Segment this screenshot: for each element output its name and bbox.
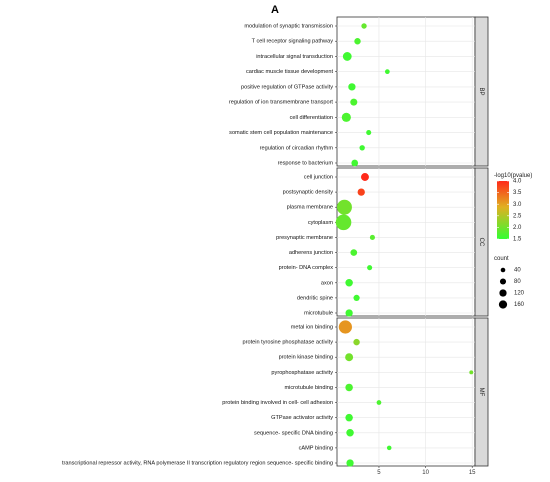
- y-tick-label: metal ion binding: [291, 324, 333, 330]
- y-tick-label: sequence- specific DNA binding: [254, 430, 333, 436]
- y-tick-label: postsynaptic density: [283, 190, 334, 196]
- color-legend-label: 3.0: [513, 202, 522, 208]
- data-point: [366, 130, 372, 136]
- data-point: [354, 37, 361, 45]
- size-legend-label: 160: [514, 302, 525, 308]
- color-legend-label: 2.5: [513, 213, 522, 219]
- y-tick-label: presynaptic membrane: [276, 235, 333, 241]
- color-legend-label: 4.0: [513, 179, 522, 185]
- color-legend-label: 2.0: [513, 225, 522, 231]
- data-point: [353, 294, 360, 301]
- data-point: [341, 112, 351, 122]
- color-legend-label: 3.5: [513, 190, 522, 196]
- y-tick-label: protein tyrosine phosphatase activity: [243, 340, 334, 346]
- y-tick-label: axon: [321, 280, 333, 286]
- data-point: [386, 445, 392, 451]
- data-point: [346, 459, 354, 467]
- data-point: [345, 279, 353, 287]
- data-point: [345, 353, 354, 362]
- facet-label: BP: [478, 87, 484, 95]
- data-point: [367, 265, 373, 271]
- facet-label: MF: [478, 388, 484, 397]
- panel-label: A: [271, 4, 279, 16]
- y-tick-label: regulation of ion transmembrane transpor…: [229, 100, 334, 106]
- y-tick-label: transcriptional repressor activity, RNA …: [62, 460, 333, 466]
- size-legend-label: 120: [514, 291, 525, 297]
- data-point: [469, 370, 474, 375]
- y-tick-label: regulation of circadian rhythm: [260, 145, 334, 151]
- y-tick-label: somatic stem cell population maintenance: [229, 130, 333, 136]
- y-tick-label: cytoplasm: [308, 220, 334, 226]
- y-tick-label: T cell receptor signaling pathway: [252, 39, 334, 45]
- data-point: [361, 23, 367, 29]
- data-point: [376, 400, 382, 405]
- size-legend-dot: [499, 289, 507, 297]
- data-point: [338, 320, 352, 334]
- data-point: [346, 429, 354, 437]
- data-point: [384, 69, 390, 75]
- y-tick-label: dendritic spine: [297, 295, 333, 301]
- size-legend-title: count: [494, 256, 509, 262]
- y-tick-label: cell differentiation: [290, 115, 333, 121]
- size-legend-dot: [500, 267, 506, 273]
- facet-strip: [474, 16, 489, 167]
- color-legend-label: 1.5: [513, 237, 522, 243]
- size-legend-dot: [499, 278, 507, 285]
- y-tick-label: modulation of synaptic transmission: [244, 23, 333, 29]
- data-point: [369, 234, 375, 240]
- facet-label: CC: [478, 238, 484, 247]
- data-point: [335, 214, 352, 231]
- y-tick-label: cell junction: [304, 174, 333, 180]
- y-tick-label: GTPase activator activity: [271, 415, 333, 421]
- data-point: [350, 249, 358, 256]
- data-point: [350, 98, 358, 106]
- y-tick-label: pyrophosphatase activity: [271, 370, 333, 376]
- size-legend-label: 80: [514, 279, 521, 285]
- y-tick-label: positive regulation of GTPase activity: [241, 84, 333, 90]
- size-legend-dot: [498, 300, 508, 309]
- x-tick-label: 15: [469, 470, 476, 476]
- data-point: [348, 83, 356, 91]
- y-tick-label: adherens junction: [289, 250, 333, 256]
- panel-frame: [336, 317, 476, 467]
- data-point: [360, 173, 369, 181]
- y-tick-label: response to bacterium: [278, 160, 334, 166]
- color-legend-bar: [497, 181, 509, 239]
- y-tick-label: protein binding involved in cell- cell a…: [222, 400, 333, 406]
- y-tick-label: protein- DNA complex: [279, 265, 334, 271]
- data-point: [351, 159, 359, 167]
- y-tick-label: cardiac muscle tissue development: [246, 69, 334, 75]
- size-legend-label: 40: [514, 268, 521, 274]
- data-point: [336, 199, 352, 215]
- y-tick-label: cAMP binding: [299, 445, 333, 451]
- data-point: [353, 338, 360, 346]
- data-point: [357, 188, 365, 196]
- panel-frame: [336, 167, 476, 317]
- y-tick-label: protein kinase binding: [279, 355, 333, 361]
- x-tick-label: 5: [377, 470, 381, 476]
- data-point: [342, 52, 352, 61]
- data-point: [345, 413, 353, 422]
- color-legend-title: -log10(pvalue): [494, 173, 532, 179]
- data-point: [345, 383, 353, 392]
- facet-strip: [474, 317, 489, 467]
- y-tick-label: intracellular signal transduction: [256, 54, 333, 60]
- x-tick-label: 10: [422, 470, 429, 476]
- y-tick-label: microtubule: [304, 310, 333, 316]
- y-tick-label: plasma membrane: [287, 205, 333, 211]
- data-point: [345, 309, 353, 317]
- facet-strip: [474, 167, 489, 317]
- data-point: [359, 145, 365, 151]
- y-tick-label: microtubule binding: [284, 385, 333, 391]
